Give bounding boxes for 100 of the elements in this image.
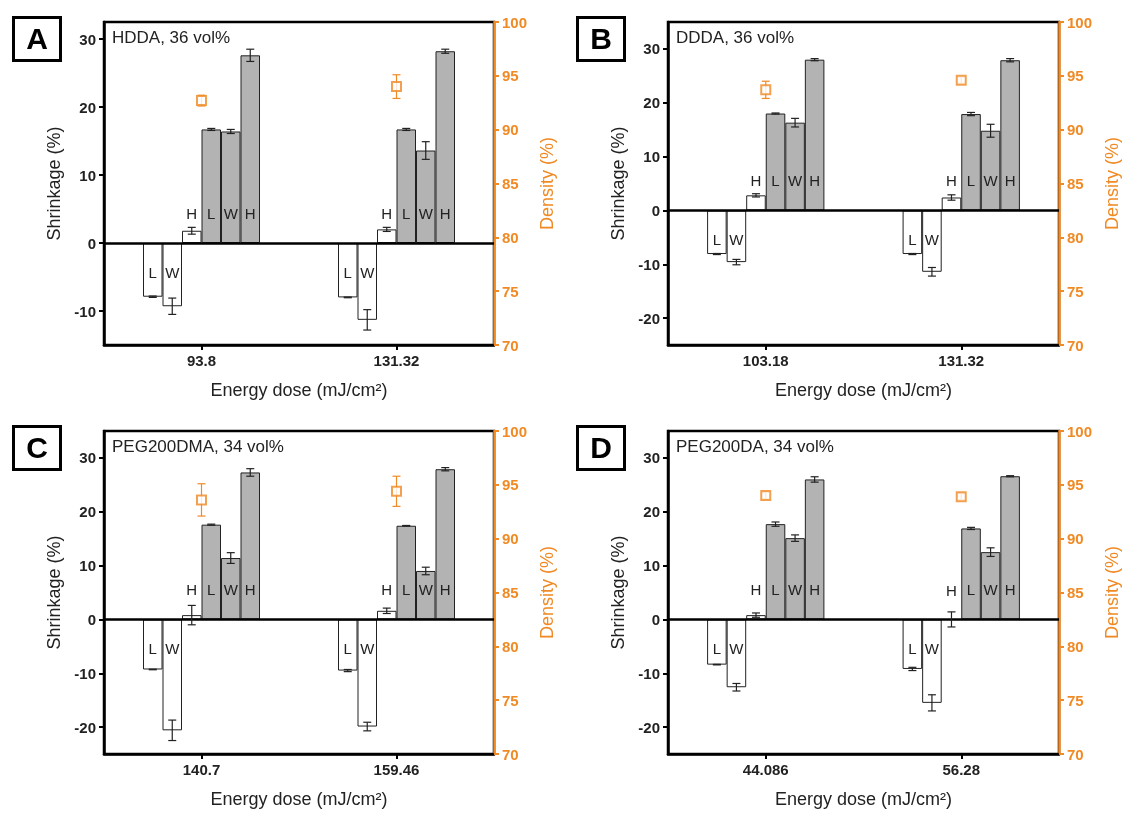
text: H [244, 581, 256, 599]
letter-box: A [12, 16, 62, 62]
y2-tick-label: 70 [1067, 745, 1084, 763]
x-axis-title: Energy dose (mJ/cm²) [774, 789, 953, 809]
y2-tick-label: 80 [1067, 637, 1084, 655]
text: W [983, 581, 998, 599]
x-axis-title: Energy dose (mJ/cm²) [210, 380, 388, 400]
y2-tick-label: 90 [1067, 121, 1084, 139]
x-tick-label: 140.7 [182, 761, 221, 778]
series-label: H [809, 581, 821, 599]
y2-tick-label: 95 [502, 67, 519, 85]
y-tick-label: -20 [638, 718, 660, 736]
y-tick-label: 0 [651, 201, 660, 219]
y2-tick-label: 95 [1067, 476, 1084, 494]
y2-tick-label: 85 [1067, 584, 1084, 601]
text: H [946, 172, 957, 190]
y2-tick-label: 95 [1067, 67, 1084, 85]
y2-tick-label: 95 [502, 476, 519, 494]
y2-tick-label: 85 [502, 584, 519, 601]
series-label: H [809, 172, 821, 190]
x-tick-label: 56.28 [942, 761, 981, 778]
text: W [360, 640, 375, 658]
text: W [418, 581, 433, 599]
x-tick-label: 93.8 [186, 352, 217, 369]
y2-tick-label: 100 [502, 13, 528, 31]
y2-tick-label: 75 [1067, 282, 1084, 300]
series-label: L [712, 640, 722, 658]
y2-axis-title: Density (%) [537, 545, 557, 640]
y-tick-label: 20 [79, 503, 96, 521]
chart-title: DDDA, 36 vol% [676, 28, 795, 47]
text: L [148, 640, 157, 658]
y2-tick-label: 70 [502, 336, 519, 354]
y2-tick-label: 100 [502, 422, 528, 440]
text: L [148, 264, 157, 281]
y-tick-label: 30 [79, 30, 96, 48]
text: L [966, 581, 976, 599]
series-label: W [729, 231, 745, 249]
series-label: L [771, 581, 780, 599]
x-tick-label: 44.086 [742, 761, 789, 778]
y2-tick-label: 100 [1067, 422, 1093, 440]
y-tick-label: -10 [74, 664, 96, 682]
chart-title: HDDA, 36 vol% [112, 28, 231, 47]
chart-title: PEG200DA, 34 vol% [676, 437, 834, 456]
y2-tick-label: 90 [502, 121, 519, 139]
y-tick-label: -20 [638, 309, 660, 327]
series-label: H [439, 205, 451, 222]
y-tick-label: 20 [79, 98, 96, 116]
y-tick-label: 0 [651, 610, 660, 628]
y-tick-label: 10 [643, 148, 660, 166]
y-tick-label: -10 [74, 302, 96, 320]
y2-tick-label: 75 [502, 691, 519, 709]
series-label: W [165, 264, 181, 281]
y2-tick-label: 80 [1067, 228, 1084, 246]
series-label: L [402, 205, 411, 222]
y2-axis-title: Density (%) [537, 136, 557, 231]
y2-axis-title: Density (%) [1102, 545, 1122, 640]
text: H [244, 205, 256, 222]
y-tick-label: 0 [87, 610, 96, 628]
y-tick-label: -10 [638, 255, 660, 273]
y2-tick-label: 75 [1067, 691, 1084, 709]
y-tick-label: 30 [79, 449, 96, 467]
series-label: W [165, 640, 181, 658]
y2-tick-label: 85 [1067, 175, 1084, 192]
y-tick-label: 20 [643, 503, 660, 521]
series-label: H [381, 581, 393, 599]
x-tick-label: 103.18 [742, 352, 789, 369]
y-tick-label: -20 [74, 718, 96, 736]
y2-tick-label: 80 [502, 637, 519, 655]
text: W [924, 231, 940, 249]
y-tick-label: 20 [643, 94, 660, 112]
y-axis-title: Shrinkage (%) [608, 535, 629, 650]
y-tick-label: 30 [643, 449, 660, 467]
y-tick-label: 30 [643, 40, 660, 58]
x-tick-label: 131.32 [938, 352, 985, 369]
series-label: H [750, 581, 762, 599]
x-axis-title: Energy dose (mJ/cm²) [210, 789, 388, 809]
series-label: L [771, 172, 780, 190]
y2-tick-label: 85 [502, 175, 519, 192]
x-tick-label: 131.32 [373, 352, 420, 369]
series-label: W [729, 640, 745, 658]
letter-box: B [576, 16, 626, 62]
y2-tick-label: 75 [502, 282, 519, 300]
y-axis-title: Shrinkage (%) [608, 126, 629, 241]
y-tick-label: 10 [79, 166, 96, 184]
series-label: L [343, 264, 352, 281]
series-label: W [223, 205, 239, 222]
y2-tick-label: 100 [1067, 13, 1093, 31]
y2-tick-label: 70 [1067, 336, 1084, 354]
text: W [924, 640, 940, 658]
series-label: W [787, 172, 803, 190]
y-tick-label: 10 [79, 557, 96, 575]
y2-tick-label: 70 [502, 745, 519, 763]
text: H [186, 205, 198, 222]
y-axis-title: Shrinkage (%) [44, 535, 65, 650]
x-axis-title: Energy dose (mJ/cm²) [774, 380, 953, 400]
text: H [1004, 581, 1016, 599]
series-label: H [381, 205, 393, 222]
chart-title: PEG200DMA, 34 vol% [112, 437, 284, 456]
letter-box: D [576, 425, 626, 471]
y2-tick-label: 90 [502, 530, 519, 548]
